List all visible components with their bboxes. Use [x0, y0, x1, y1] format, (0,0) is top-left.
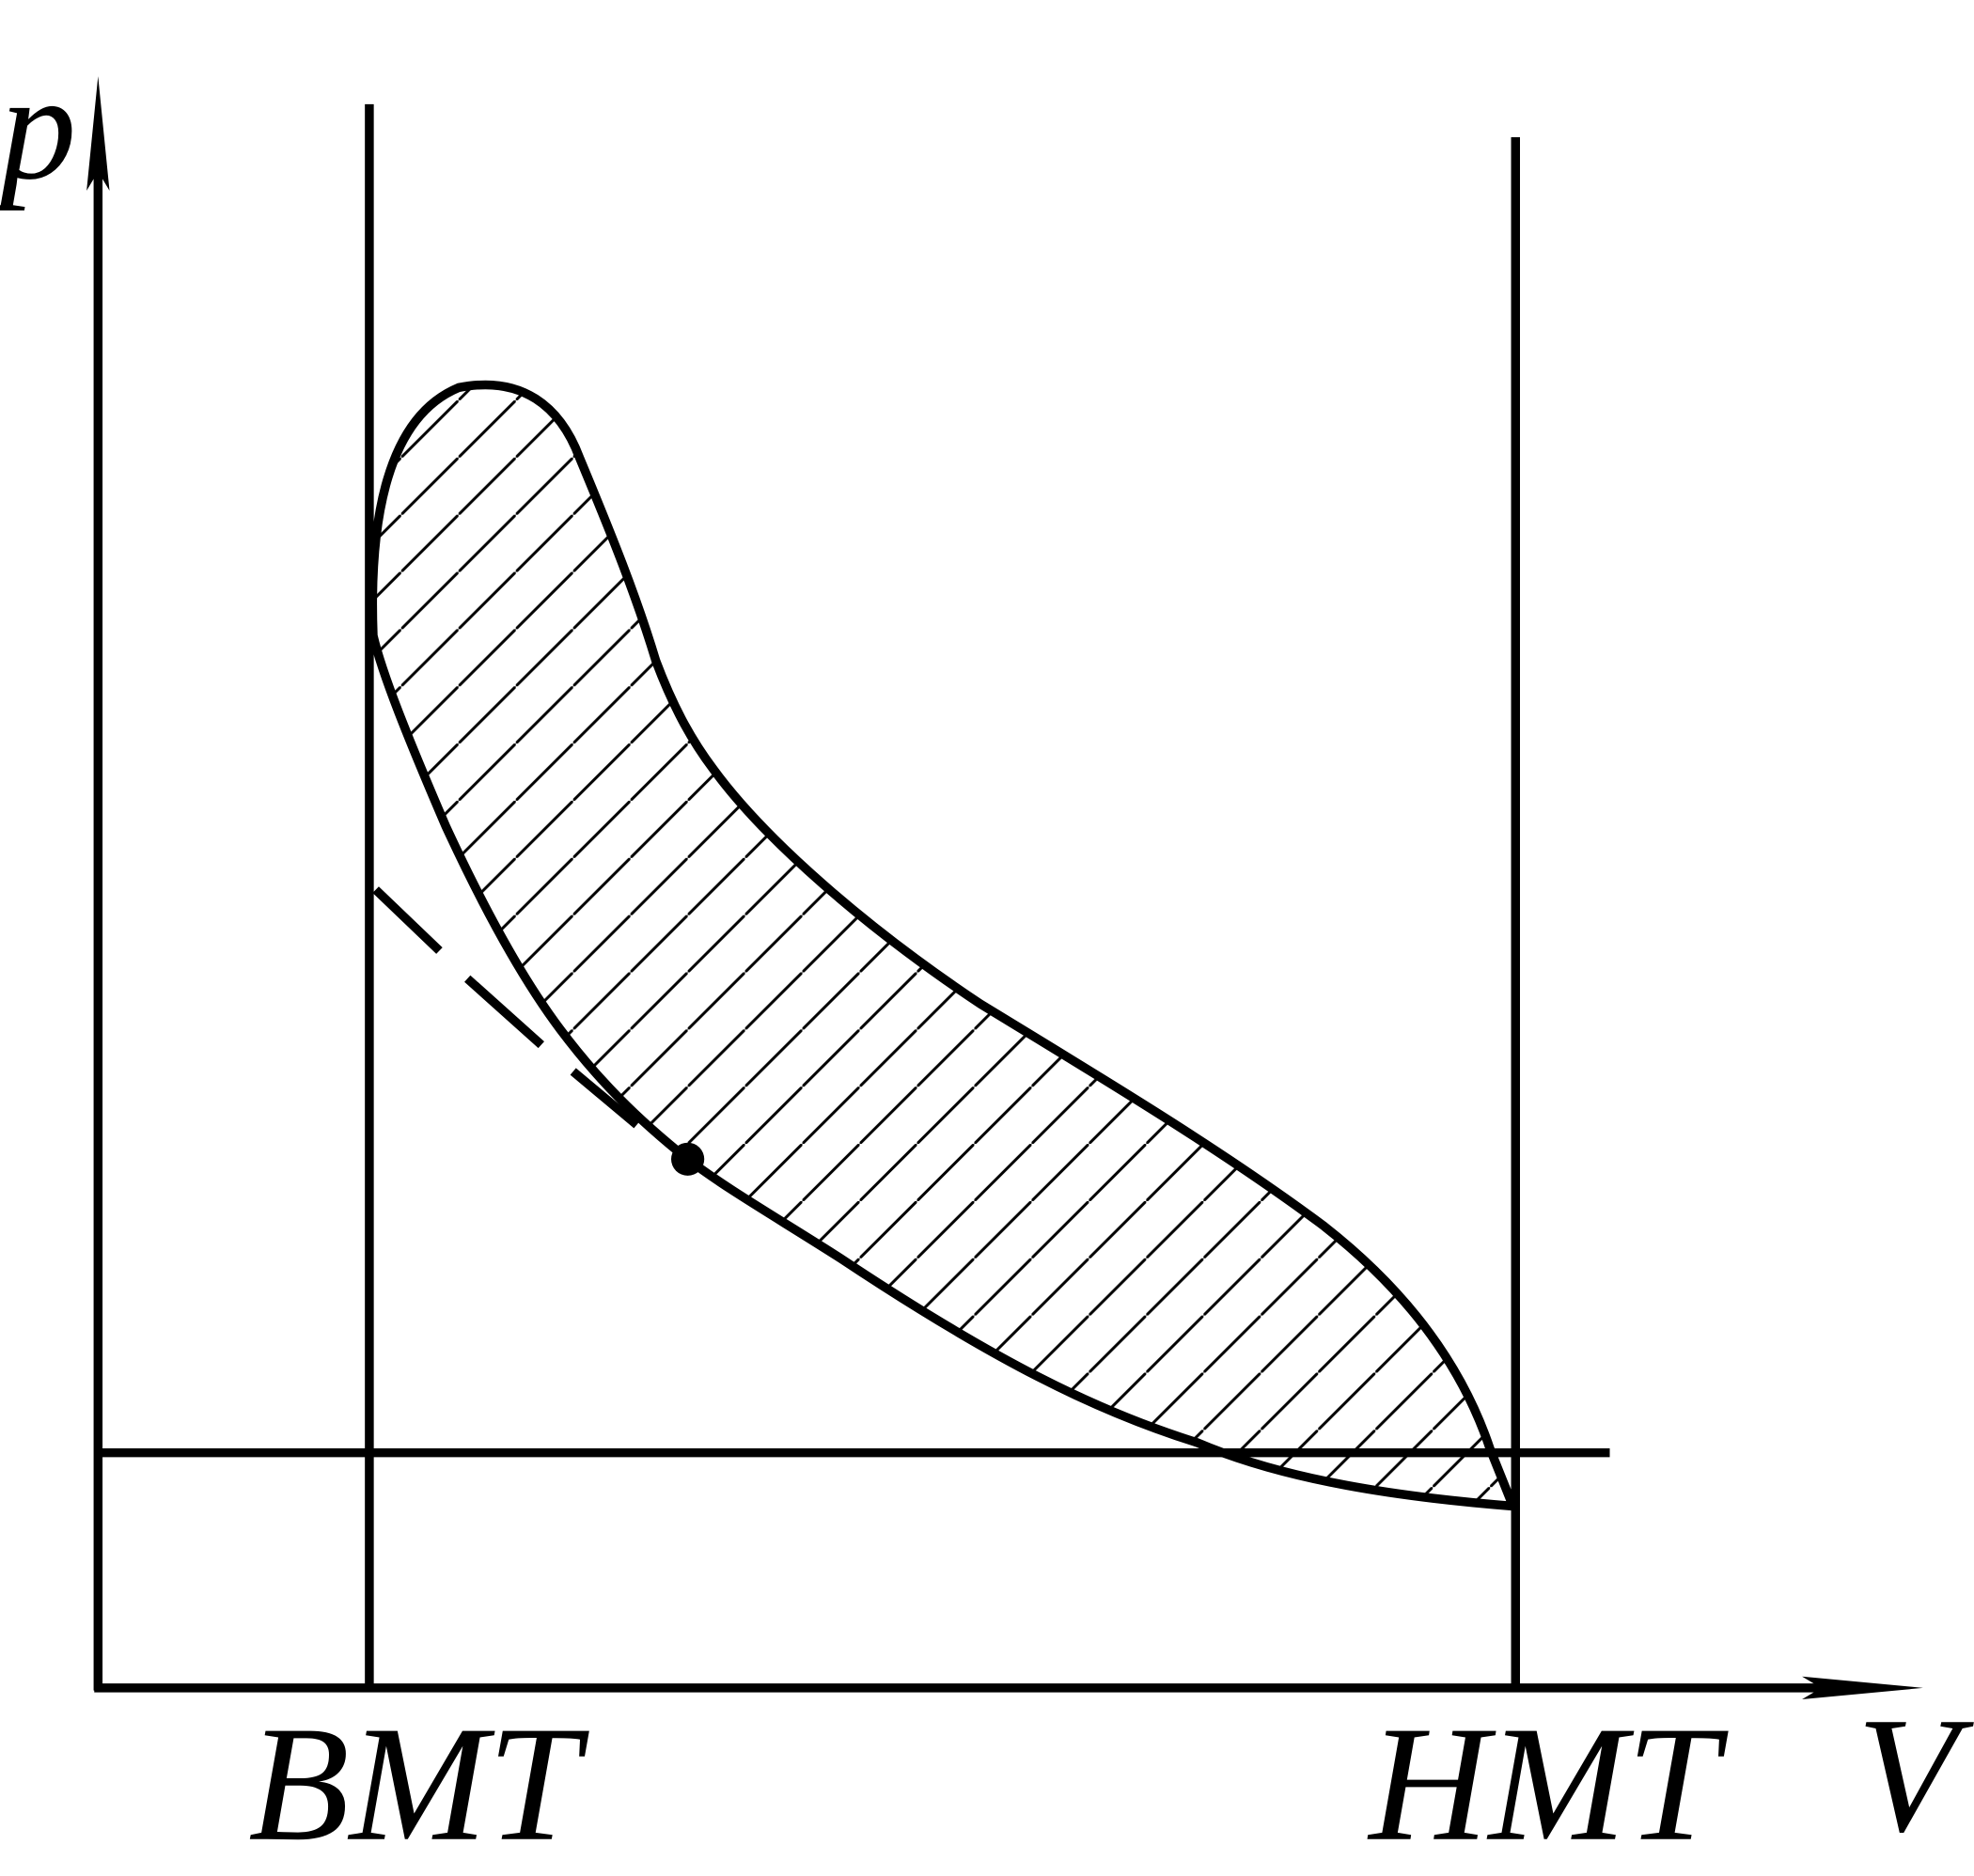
x-arrow [1802, 1676, 1923, 1700]
dashed-line [372, 886, 640, 1129]
y-label: p [0, 42, 76, 211]
x-label: V [1856, 1683, 1974, 1867]
pv-loop [368, 380, 1520, 1511]
point [671, 1142, 705, 1176]
y-arrow [86, 76, 110, 191]
bmt-label: BMT [248, 1693, 589, 1876]
hmt-label: HMT [1367, 1693, 1729, 1876]
hatch-area [372, 384, 1513, 1507]
